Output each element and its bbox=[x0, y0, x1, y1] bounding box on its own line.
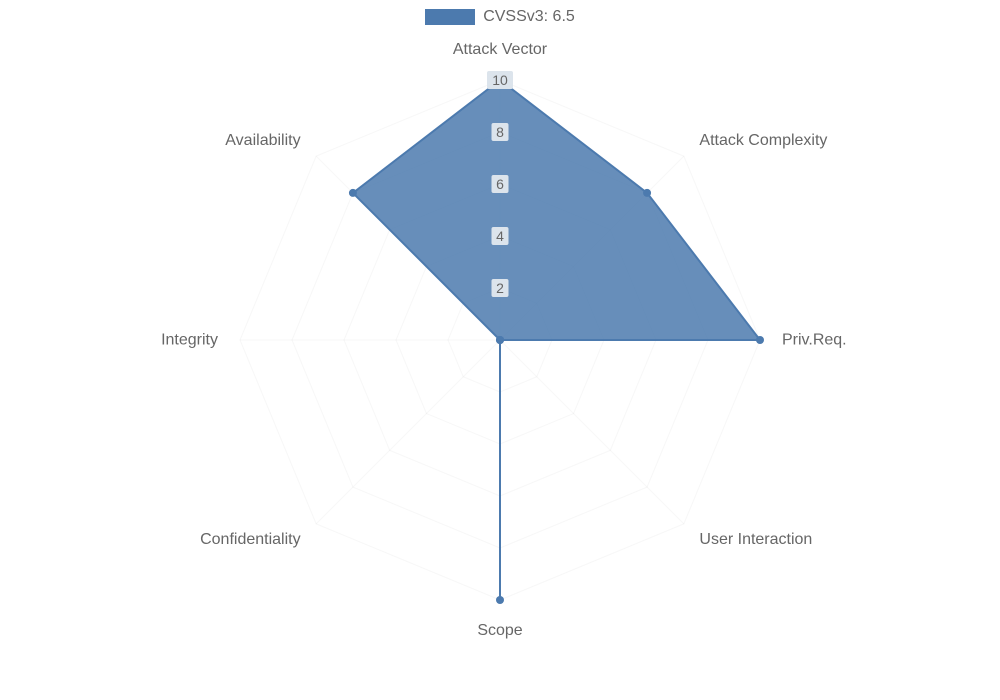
data-point bbox=[756, 336, 764, 344]
data-point bbox=[496, 596, 504, 604]
data-point bbox=[349, 189, 357, 197]
data-point bbox=[496, 336, 504, 344]
radar-spoke bbox=[500, 340, 684, 524]
axis-label: User Interaction bbox=[699, 531, 812, 548]
axis-label: Scope bbox=[477, 622, 522, 639]
radar-spoke bbox=[316, 340, 500, 524]
tick-label: 8 bbox=[496, 124, 504, 140]
axis-label: Availability bbox=[225, 132, 300, 149]
radar-chart: 2 4 6 8 10 Attack Vector Attack Complexity Pri… bbox=[0, 0, 1000, 700]
tick-label: 10 bbox=[492, 72, 508, 88]
axis-label: Attack Vector bbox=[453, 41, 548, 58]
tick-label: 4 bbox=[496, 228, 504, 244]
tick-label: 2 bbox=[496, 280, 504, 296]
tick-label: 6 bbox=[496, 176, 504, 192]
axis-label: Integrity bbox=[161, 332, 218, 349]
axis-label: Confidentiality bbox=[200, 531, 301, 548]
axis-label: Attack Complexity bbox=[699, 132, 827, 149]
data-point bbox=[643, 189, 651, 197]
axis-label: Priv.Req. bbox=[782, 332, 847, 349]
